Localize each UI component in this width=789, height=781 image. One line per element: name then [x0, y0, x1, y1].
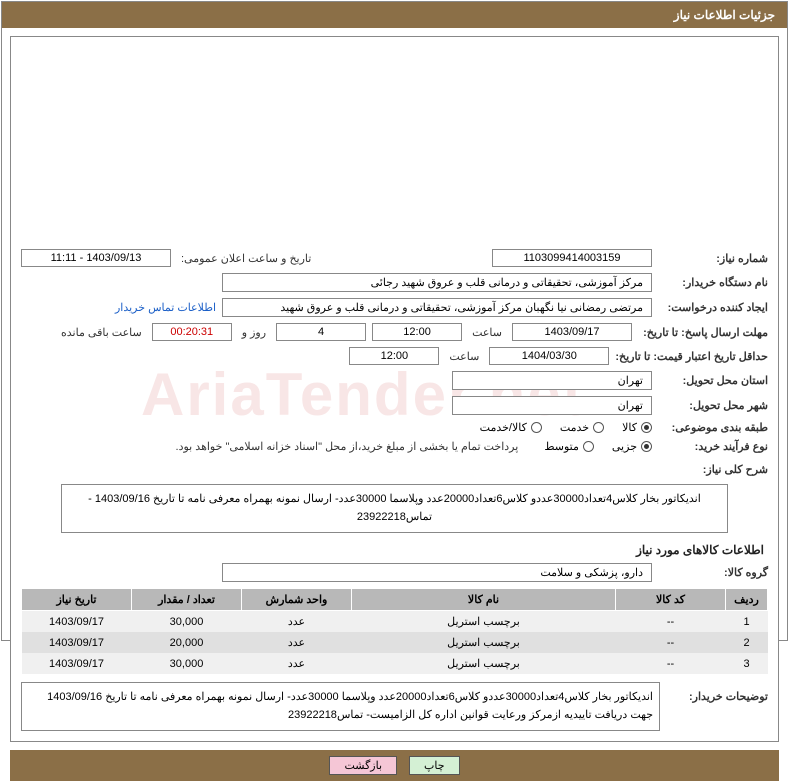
table-cell: برچسب استریل — [352, 611, 616, 633]
buyer-notes-box: اندیکاتور بخار کلاس4تعداد30000عددو کلاس6… — [21, 682, 660, 731]
table-cell: 2 — [726, 632, 768, 653]
overview-label: شرح کلی نیاز: — [658, 463, 768, 476]
th-unit: واحد شمارش — [242, 589, 352, 611]
category-radio-group: کالا خدمت کالا/خدمت — [480, 421, 652, 434]
need-no-label: شماره نیاز: — [658, 252, 768, 265]
radio-icon — [593, 422, 604, 433]
radio-medium-label: متوسط — [544, 440, 579, 453]
table-cell: عدد — [242, 653, 352, 674]
table-cell: 1403/09/17 — [22, 611, 132, 633]
buyer-org-label: نام دستگاه خریدار: — [658, 276, 768, 289]
radio-partial-label: جزیی — [612, 440, 637, 453]
radio-icon — [531, 422, 542, 433]
purchase-type-label: نوع فرآیند خرید: — [658, 440, 768, 453]
back-button[interactable]: بازگشت — [329, 756, 397, 775]
radio-medium[interactable]: متوسط — [544, 440, 594, 453]
items-table: ردیف کد کالا نام کالا واحد شمارش تعداد /… — [21, 588, 768, 674]
table-cell: -- — [616, 632, 726, 653]
table-row: 3--برچسب استریلعدد30,0001403/09/17 — [22, 653, 768, 674]
table-cell: برچسب استریل — [352, 653, 616, 674]
table-cell: 30,000 — [132, 611, 242, 633]
price-validity-label: حداقل تاریخ اعتبار قیمت: تا تاریخ: — [615, 350, 768, 363]
table-cell: -- — [616, 611, 726, 633]
delivery-city-value: تهران — [452, 396, 652, 415]
payment-note: پرداخت تمام یا بخشی از مبلغ خرید،از محل … — [176, 440, 519, 453]
table-row: 2--برچسب استریلعدد20,0001403/09/17 — [22, 632, 768, 653]
table-cell: 20,000 — [132, 632, 242, 653]
table-cell: 1403/09/17 — [22, 632, 132, 653]
panel-header: جزئیات اطلاعات نیاز — [2, 2, 787, 28]
resp-deadline-time: 12:00 — [372, 323, 462, 341]
radio-goods[interactable]: کالا — [622, 421, 652, 434]
purchase-type-radio-group: جزیی متوسط — [544, 440, 652, 453]
need-no-value: 1103099414003159 — [492, 249, 652, 267]
radio-icon — [641, 441, 652, 452]
price-validity-date: 1404/03/30 — [489, 347, 609, 365]
radio-partial[interactable]: جزیی — [612, 440, 652, 453]
table-cell: 1 — [726, 611, 768, 633]
announce-label: تاریخ و ساعت اعلان عمومی: — [177, 252, 315, 265]
radio-service-label: خدمت — [560, 421, 589, 434]
print-button[interactable]: چاپ — [409, 756, 460, 775]
days-remain: 4 — [276, 323, 366, 341]
th-name: نام کالا — [352, 589, 616, 611]
radio-service[interactable]: خدمت — [560, 421, 604, 434]
th-row: ردیف — [726, 589, 768, 611]
table-cell: 30,000 — [132, 653, 242, 674]
overview-box: اندیکاتور بخار کلاس4تعداد30000عددو کلاس6… — [61, 484, 728, 533]
resp-deadline-label: مهلت ارسال پاسخ: تا تاریخ: — [638, 326, 768, 339]
delivery-city-label: شهر محل تحویل: — [658, 399, 768, 412]
table-cell: عدد — [242, 632, 352, 653]
days-label: روز و — [238, 326, 270, 339]
footer-bar: چاپ بازگشت — [10, 750, 779, 781]
resp-deadline-date: 1403/09/17 — [512, 323, 632, 341]
price-validity-time: 12:00 — [349, 347, 439, 365]
table-cell: 3 — [726, 653, 768, 674]
contact-link[interactable]: اطلاعات تماس خریدار — [115, 301, 216, 314]
overview-text: اندیکاتور بخار کلاس4تعداد30000عددو کلاس6… — [88, 493, 701, 523]
radio-both[interactable]: کالا/خدمت — [480, 421, 542, 434]
radio-goods-label: کالا — [622, 421, 637, 434]
group-label: گروه کالا: — [658, 566, 768, 579]
category-label: طبقه بندی موضوعی: — [658, 421, 768, 434]
buyer-notes-label: توضیحات خریدار: — [668, 682, 768, 703]
radio-icon — [583, 441, 594, 452]
th-date: تاریخ نیاز — [22, 589, 132, 611]
delivery-province-value: تهران — [452, 371, 652, 390]
delivery-province-label: استان محل تحویل: — [658, 374, 768, 387]
time-label-1: ساعت — [468, 326, 506, 339]
time-remain: 00:20:31 — [152, 323, 232, 341]
table-cell: 1403/09/17 — [22, 653, 132, 674]
announce-value: 1403/09/13 - 11:11 — [21, 249, 171, 267]
requester-label: ایجاد کننده درخواست: — [658, 301, 768, 314]
table-cell: -- — [616, 653, 726, 674]
requester-value: مرتضی رمضانی نیا نگهبان مرکز آموزشی، تحق… — [222, 298, 652, 317]
panel-title: جزئیات اطلاعات نیاز — [674, 8, 775, 22]
table-cell: برچسب استریل — [352, 632, 616, 653]
table-row: 1--برچسب استریلعدد30,0001403/09/17 — [22, 611, 768, 633]
table-cell: عدد — [242, 611, 352, 633]
content-panel: AriaTender.net شماره نیاز: 1103099414003… — [10, 36, 779, 742]
items-section-title: اطلاعات کالاهای مورد نیاز — [25, 543, 764, 557]
th-code: کد کالا — [616, 589, 726, 611]
time-label-2: ساعت — [445, 350, 483, 363]
group-value: دارو، پزشکی و سلامت — [222, 563, 652, 582]
buyer-notes-text: اندیکاتور بخار کلاس4تعداد30000عددو کلاس6… — [47, 691, 653, 721]
radio-both-label: کالا/خدمت — [480, 421, 527, 434]
buyer-org-value: مرکز آموزشی، تحقیقاتی و درمانی قلب و عرو… — [222, 273, 652, 292]
remain-label: ساعت باقی مانده — [57, 326, 146, 339]
radio-icon — [641, 422, 652, 433]
th-qty: تعداد / مقدار — [132, 589, 242, 611]
